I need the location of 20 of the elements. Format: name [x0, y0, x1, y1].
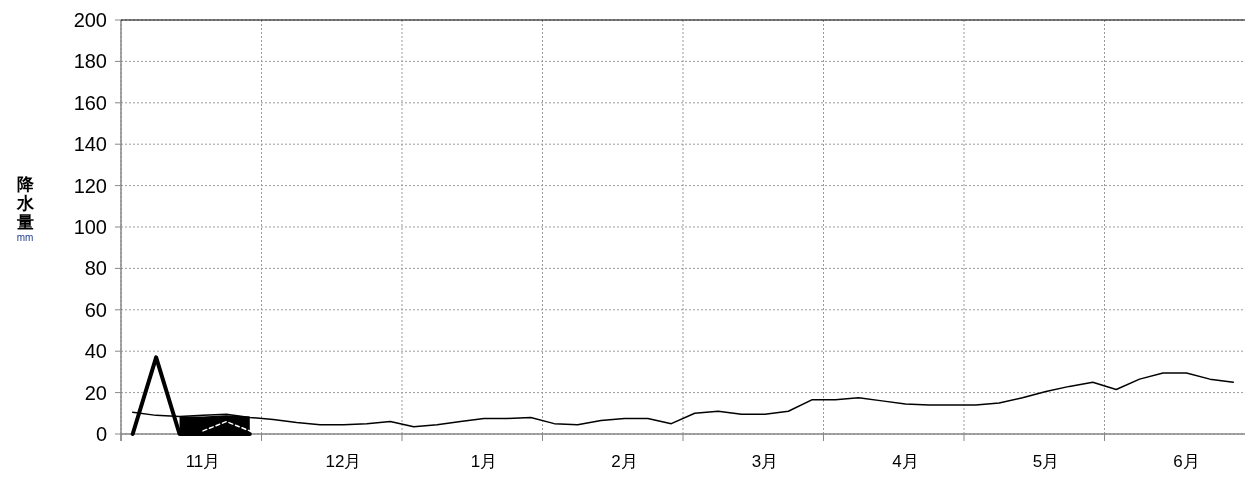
x-tick-label: 1月 — [470, 452, 498, 471]
y-axis-title: 降水量 mm — [15, 175, 35, 243]
y-tick-label: 0 — [95, 423, 107, 445]
x-tick-label: 11月 — [185, 452, 221, 471]
y-tick-label: 20 — [84, 381, 107, 404]
x-tick-label: 4月 — [892, 452, 919, 471]
x-tick-label: 12月 — [325, 452, 362, 471]
x-tick-label: 6月 — [1173, 452, 1200, 471]
x-tick-label: 3月 — [751, 452, 779, 471]
y-tick-label: 180 — [73, 50, 107, 73]
y-tick-label: 60 — [84, 298, 107, 321]
y-tick-label: 140 — [73, 133, 107, 156]
y-tick-label: 100 — [73, 216, 107, 238]
x-tick-label: 2月 — [611, 452, 638, 471]
y-tick-label: 120 — [73, 174, 107, 197]
y-tick-label: 160 — [73, 91, 107, 114]
y-tick-label: 80 — [84, 257, 107, 280]
x-tick-label: 5月 — [1032, 452, 1060, 471]
y-tick-label: 200 — [73, 9, 107, 31]
y-tick-label: 40 — [84, 340, 107, 363]
